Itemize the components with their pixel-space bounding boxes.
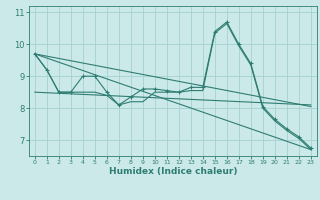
X-axis label: Humidex (Indice chaleur): Humidex (Indice chaleur) [108, 167, 237, 176]
